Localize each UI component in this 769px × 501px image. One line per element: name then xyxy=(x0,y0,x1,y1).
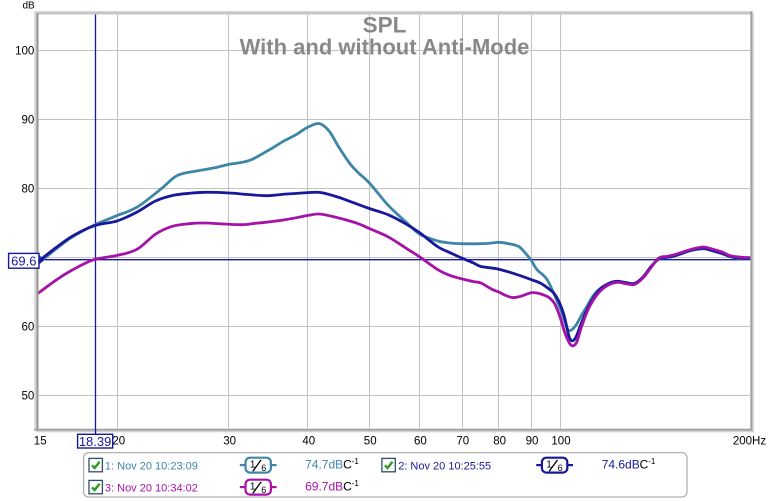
svg-text:1: 1 xyxy=(546,459,552,470)
svg-text:3: Nov 20 10:34:02: 3: Nov 20 10:34:02 xyxy=(105,483,198,495)
svg-text:50: 50 xyxy=(364,436,377,448)
svg-text:6: 6 xyxy=(261,485,266,495)
svg-text:69.6: 69.6 xyxy=(11,254,36,269)
svg-text:74.6dB: 74.6dB xyxy=(602,457,640,471)
svg-text:SPL: SPL xyxy=(363,13,407,38)
svg-text:80: 80 xyxy=(493,436,506,448)
svg-text:1: 1 xyxy=(250,459,256,470)
svg-text:69.7dB: 69.7dB xyxy=(305,479,343,493)
svg-text:60: 60 xyxy=(22,322,35,334)
svg-text:6: 6 xyxy=(558,463,563,473)
svg-text:60: 60 xyxy=(414,436,427,448)
svg-text:70: 70 xyxy=(456,436,469,448)
svg-text:80: 80 xyxy=(22,184,35,196)
svg-text:90: 90 xyxy=(22,115,35,127)
svg-text:100: 100 xyxy=(551,436,570,448)
svg-text:20: 20 xyxy=(112,436,125,448)
svg-text:200Hz: 200Hz xyxy=(733,436,766,448)
svg-text:50: 50 xyxy=(22,391,35,403)
svg-text:30: 30 xyxy=(223,436,236,448)
svg-text:1: Nov 20 10:23:09: 1: Nov 20 10:23:09 xyxy=(105,461,198,473)
svg-text:6: 6 xyxy=(261,463,266,473)
svg-text:100: 100 xyxy=(15,46,34,58)
svg-text:15: 15 xyxy=(34,436,47,448)
svg-text:2: Nov 20 10:25:55: 2: Nov 20 10:25:55 xyxy=(398,461,491,473)
svg-text:90: 90 xyxy=(526,436,539,448)
svg-text:With and without Anti-Mode: With and without Anti-Mode xyxy=(240,35,530,60)
svg-text:74.7dB: 74.7dB xyxy=(305,457,343,471)
svg-text:40: 40 xyxy=(302,436,315,448)
svg-text:dB: dB xyxy=(23,1,36,12)
svg-text:18.39: 18.39 xyxy=(79,434,112,449)
svg-text:1: 1 xyxy=(250,481,256,492)
